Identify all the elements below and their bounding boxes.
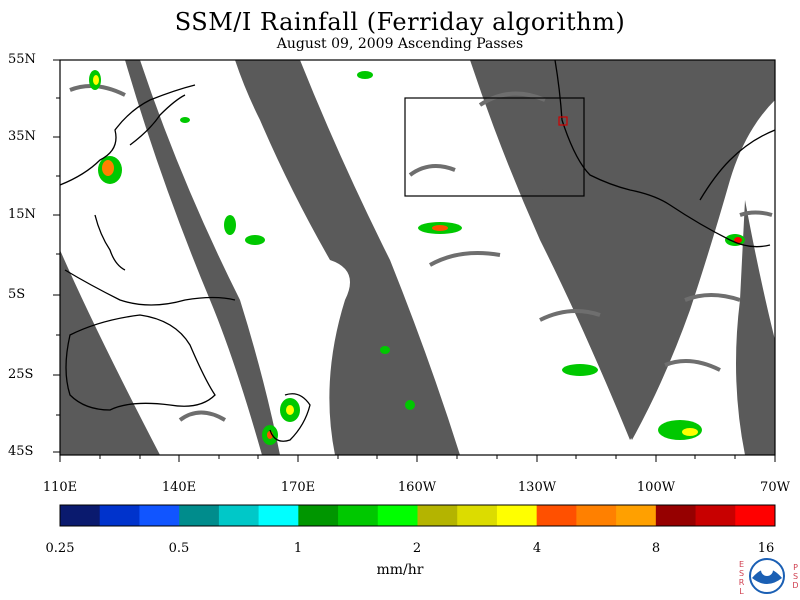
y-label-35n: 35N (8, 129, 36, 144)
map-title: SSM/I Rainfall (Ferriday algorithm) (174, 8, 626, 36)
logo-left-letters: ESRL (737, 560, 746, 598)
colorbar-label-3: 2 (412, 541, 422, 556)
y-label-25s: 25S (8, 367, 34, 382)
logo-right-letters: PSD (791, 563, 800, 592)
colorbar-segment-3 (179, 505, 220, 526)
colorbar-segment-4 (218, 505, 260, 526)
map-plot-area (60, 60, 775, 455)
colorbar-segment-17 (735, 505, 776, 526)
y-label-5s: 5S (8, 287, 26, 302)
swath-gap-5 (538, 60, 775, 440)
colorbar-segment-5 (258, 505, 299, 526)
swath-gap-2 (125, 60, 280, 455)
colorbar-label-6: 16 (757, 541, 775, 556)
colorbar-segment-14 (616, 505, 657, 526)
colorbar-label-2: 1 (293, 541, 303, 556)
colorbar-segment-9 (417, 505, 458, 526)
colorbar-label-5: 8 (651, 541, 661, 556)
marker-square (558, 116, 568, 126)
coastlines (60, 60, 775, 442)
swath-gap-3 (235, 60, 460, 455)
x-label-160w: 160W (397, 480, 437, 495)
x-label-100w: 100W (636, 480, 676, 495)
logo-right-text: PSD (791, 563, 800, 590)
axis-ticks (53, 59, 776, 462)
swath-gap-1 (60, 250, 160, 455)
colorbar-segment-6 (298, 505, 339, 526)
region-box (404, 97, 585, 197)
colorbar-segment-1 (99, 505, 140, 526)
swath-gap-6 (736, 200, 775, 455)
colorbar-label-0: 0.25 (45, 541, 75, 556)
swath-gaps (60, 60, 775, 455)
colorbar-frame (59, 504, 776, 527)
colorbar-label-4: 4 (532, 541, 542, 556)
colorbar-segment-2 (139, 505, 180, 526)
colorbar-segment-0 (60, 505, 101, 526)
logo-left-text: ESRL (737, 560, 746, 596)
y-label-15n: 15N (8, 207, 36, 222)
x-label-110e: 110E (42, 480, 78, 495)
map-subtitle: August 09, 2009 Ascending Passes (276, 36, 524, 52)
swath-edge-arcs (69, 84, 773, 422)
x-label-70w: 70W (760, 480, 790, 495)
x-label-140e: 140E (161, 480, 197, 495)
colorbar-segment-15 (655, 505, 697, 526)
colorbar (60, 505, 776, 526)
colorbar-label-1: 0.5 (168, 541, 190, 556)
x-label-130w: 130W (517, 480, 557, 495)
units-label: mm/hr (376, 562, 424, 578)
noaa-logo (749, 558, 785, 594)
rain-patches (89, 70, 745, 445)
colorbar-segment-8 (377, 505, 418, 526)
colorbar-segment-12 (536, 505, 577, 526)
y-label-45s: 45S (8, 444, 34, 459)
colorbar-segment-10 (457, 505, 498, 526)
x-label-170e: 170E (280, 480, 316, 495)
colorbar-segment-16 (695, 505, 736, 526)
colorbar-segment-13 (576, 505, 617, 526)
y-label-55n: 55N (8, 52, 36, 67)
colorbar-segment-11 (496, 505, 538, 526)
colorbar-segment-7 (338, 505, 379, 526)
